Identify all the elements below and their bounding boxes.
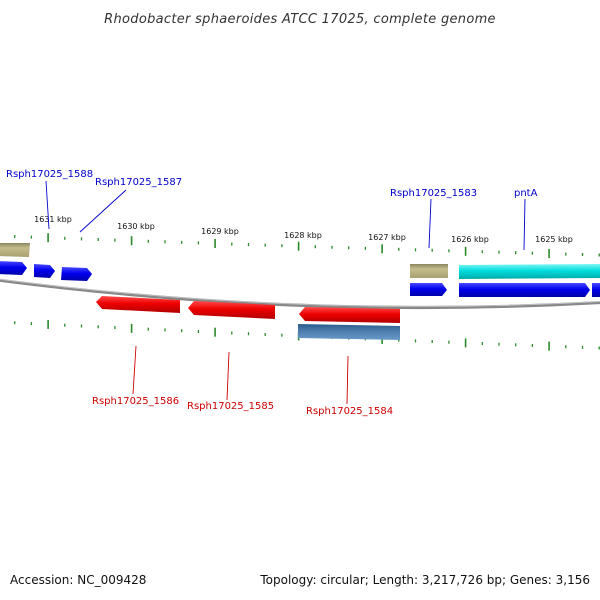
gene-label-rsph1584[interactable]: Rsph17025_1584 xyxy=(306,406,393,417)
kbp-label-1631: 1631 kbp xyxy=(34,215,72,224)
kbp-label-1629: 1629 kbp xyxy=(201,227,239,236)
kbp-label-1630: 1630 kbp xyxy=(117,222,155,231)
callout-rsph1583 xyxy=(428,198,432,249)
kbp-label-1625: 1625 kbp xyxy=(535,235,573,244)
khaki-feature-left[interactable] xyxy=(0,243,30,257)
forward-cds-rsph1583[interactable] xyxy=(410,283,447,296)
forward-cds-rsph1587[interactable] xyxy=(61,267,92,281)
forward-cds-right[interactable] xyxy=(592,283,600,297)
callout-rsph1585 xyxy=(226,351,230,401)
forward-cds-pnta[interactable] xyxy=(459,283,590,297)
callout-rsph1587 xyxy=(79,189,127,233)
reverse-cds-rsph1585[interactable] xyxy=(188,301,275,319)
reverse-cds-rsph1586[interactable] xyxy=(96,296,180,313)
gene-label-rsph1588[interactable]: Rsph17025_1588 xyxy=(6,169,93,180)
outer-tick-ring xyxy=(14,233,600,259)
forward-cds-rsph1588[interactable] xyxy=(34,264,55,278)
map-title: Rhodobacter sphaeroides ATCC 17025, comp… xyxy=(104,12,496,27)
callout-rsph1586 xyxy=(132,345,137,395)
callout-pnta xyxy=(523,198,526,251)
kbp-scale-labels: 1631 kbp 1630 kbp 1629 kbp 1628 kbp 1627… xyxy=(34,215,573,244)
kbp-label-1626: 1626 kbp xyxy=(451,235,489,244)
gene-label-pnta[interactable]: pntA xyxy=(514,188,538,199)
forward-cds-left[interactable] xyxy=(0,261,27,275)
gene-label-rsph1583[interactable]: Rsph17025_1583 xyxy=(390,188,477,199)
accession-text: Accession: NC_009428 xyxy=(10,573,147,587)
gene-label-rsph1585[interactable]: Rsph17025_1585 xyxy=(187,401,274,412)
genome-summary-text: Topology: circular; Length: 3,217,726 bp… xyxy=(260,573,590,587)
gene-label-rsph1586[interactable]: Rsph17025_1586 xyxy=(92,396,179,407)
gene-callout-lines xyxy=(45,180,526,405)
kbp-label-1627: 1627 kbp xyxy=(368,233,406,242)
gene-labels: Rsph17025_1588 Rsph17025_1587 Rsph17025_… xyxy=(6,169,538,417)
callout-rsph1584 xyxy=(346,355,349,405)
gene-label-rsph1587[interactable]: Rsph17025_1587 xyxy=(95,177,182,188)
genome-backbone-highlight xyxy=(0,278,600,307)
cyan-feature-pnta[interactable] xyxy=(459,264,600,279)
genome-backbone xyxy=(0,278,600,310)
khaki-feature-rsph1583[interactable] xyxy=(410,264,448,278)
inner-tick-ring xyxy=(14,319,600,351)
reverse-cds-rsph1584[interactable] xyxy=(299,307,400,323)
kbp-label-1628: 1628 kbp xyxy=(284,231,322,240)
steel-feature-rsph1584[interactable] xyxy=(298,324,400,340)
reverse-strand-features xyxy=(96,296,400,340)
forward-strand-features xyxy=(0,243,600,297)
callout-rsph1588 xyxy=(45,180,50,230)
